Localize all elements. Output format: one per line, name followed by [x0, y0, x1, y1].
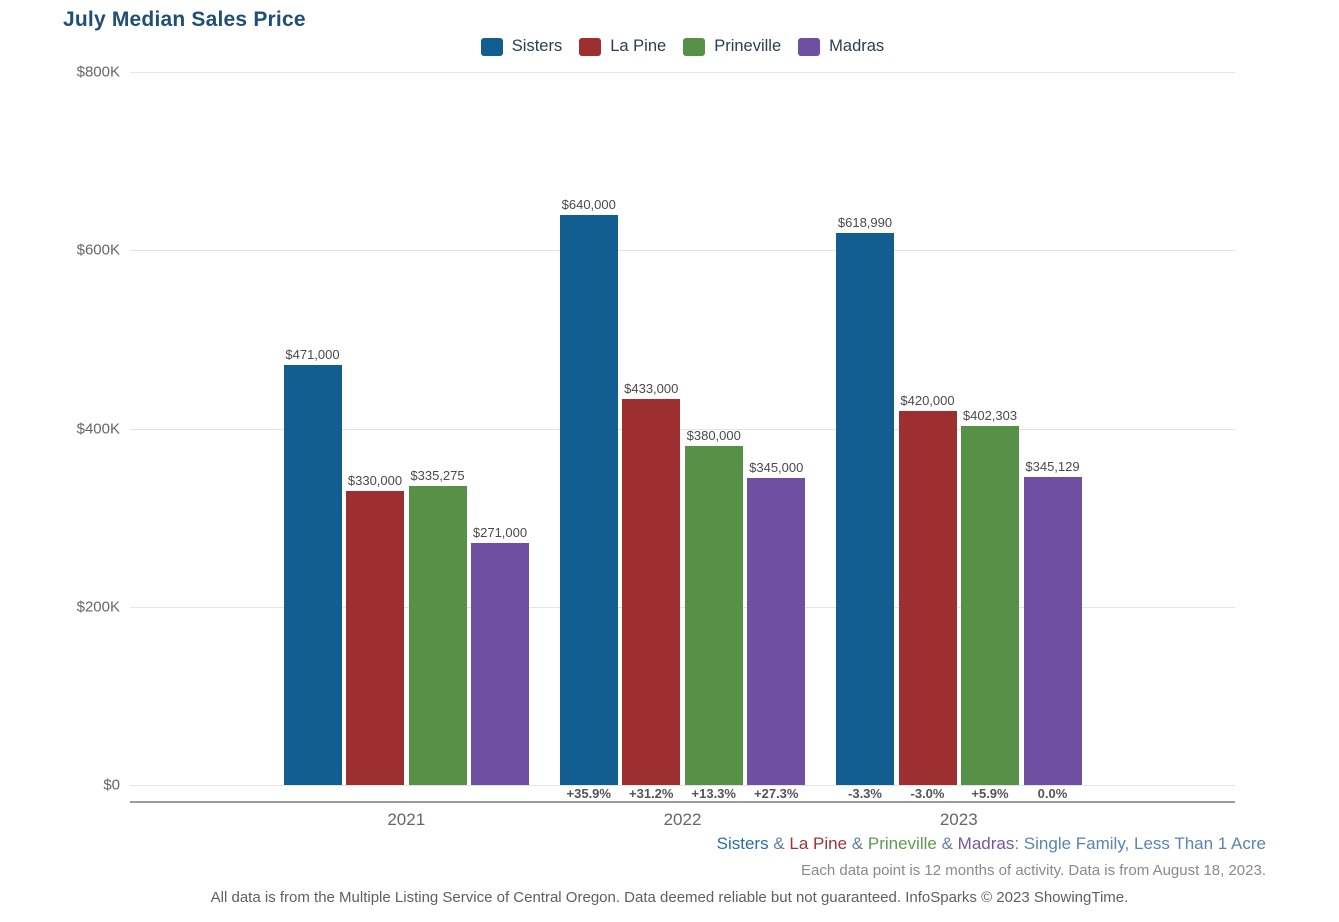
bar-value-label: $640,000 — [561, 196, 616, 212]
bar-la-pine-2023[interactable] — [898, 410, 957, 785]
series-note-segment: & — [768, 834, 790, 853]
pct-change-label: +27.3% — [754, 786, 799, 801]
bar-sisters-2021[interactable] — [283, 365, 342, 785]
pct-change-label: +13.3% — [691, 786, 736, 801]
gridline — [130, 785, 1235, 786]
mls-disclaimer: All data is from the Multiple Listing Se… — [210, 889, 1129, 906]
bar-value-label: $380,000 — [686, 428, 741, 444]
bar-prineville-2022[interactable] — [684, 446, 743, 785]
legend-swatch-icon — [798, 37, 821, 56]
bar-madras-2023[interactable] — [1023, 477, 1082, 785]
y-axis-tick-label: $400K — [76, 420, 120, 437]
bar-value-label: $271,000 — [472, 525, 528, 541]
x-axis-label-2022: 2022 — [663, 810, 702, 829]
bar-value-label: $402,303 — [962, 408, 1018, 424]
gridline — [130, 606, 1235, 608]
bar-value-label: $433,000 — [624, 381, 679, 397]
x-axis-line — [130, 801, 1235, 803]
pct-change-label: +5.9% — [971, 786, 1009, 801]
bar-prineville-2023[interactable] — [961, 426, 1019, 785]
legend-item-prineville[interactable]: Prineville — [683, 37, 781, 56]
y-axis-tick-label: $200K — [76, 598, 120, 616]
chart-title: July Median Sales Price — [63, 8, 306, 31]
bar-la-pine-2022[interactable] — [622, 399, 681, 785]
series-note-segment: Prineville — [867, 834, 937, 853]
gridline — [130, 428, 1235, 430]
bar-value-label: $618,990 — [837, 215, 893, 231]
series-filter-note: Sisters & La Pine & Prineville & Madras:… — [717, 834, 1266, 854]
x-axis-label-2021: 2021 — [387, 810, 426, 829]
bar-prineville-2021[interactable] — [408, 486, 467, 785]
legend-swatch-icon — [579, 37, 602, 56]
pct-change-label: -3.3% — [848, 786, 882, 801]
bar-value-label: $330,000 — [347, 472, 403, 488]
y-axis-tick-label: $600K — [76, 241, 120, 259]
bar-value-label: $345,129 — [1025, 459, 1080, 475]
y-axis-tick-label: $0 — [103, 776, 120, 794]
x-axis-label-2023: 2023 — [939, 810, 978, 829]
legend-item-sisters[interactable]: Sisters — [480, 37, 563, 56]
bar-sisters-2023[interactable] — [836, 233, 894, 785]
chart-legend: Sisters La Pine Prineville Madras — [130, 37, 1235, 56]
legend-swatch-icon — [683, 37, 706, 56]
bar-value-label: $471,000 — [285, 347, 340, 363]
legend-label: Prineville — [714, 37, 782, 55]
series-note-segment: La Pine — [789, 834, 848, 853]
series-note-segment: & — [936, 834, 958, 853]
legend-item-madras[interactable]: Madras — [798, 37, 884, 56]
pct-change-label: +35.9% — [566, 786, 611, 801]
chart-plot-area: $800K $600K $400K $200K $0 $471,000 $330,000 $3… — [77, 0, 1235, 922]
bar-la-pine-2021[interactable] — [346, 490, 404, 785]
bar-value-label: $345,000 — [749, 459, 804, 475]
legend-item-la-pine[interactable]: La Pine — [579, 37, 666, 56]
data-period-note: Each data point is 12 months of activity… — [801, 862, 1266, 879]
series-note-segment: Madras — [957, 834, 1015, 853]
series-note-segment: & — [847, 834, 868, 853]
legend-label: Madras — [829, 37, 885, 55]
bar-value-label: $335,275 — [410, 468, 465, 484]
gridline — [130, 72, 1235, 73]
pct-change-label: 0.0% — [1037, 786, 1068, 801]
legend-label: La Pine — [610, 37, 667, 55]
pct-change-label: +31.2% — [629, 786, 674, 801]
series-note-segment: : Single Family, Less Than 1 Acre — [1014, 834, 1266, 853]
bar-sisters-2022[interactable] — [559, 214, 618, 785]
y-axis-tick-label: $800K — [76, 63, 120, 81]
bar-madras-2021[interactable] — [471, 543, 529, 785]
legend-swatch-icon — [480, 37, 503, 56]
gridline — [130, 250, 1235, 252]
bar-madras-2022[interactable] — [747, 477, 806, 785]
pct-change-label: -3.0% — [910, 786, 945, 801]
legend-label: Sisters — [511, 37, 563, 55]
bar-value-label: $420,000 — [900, 392, 955, 408]
series-note-segment: Sisters — [716, 834, 769, 853]
